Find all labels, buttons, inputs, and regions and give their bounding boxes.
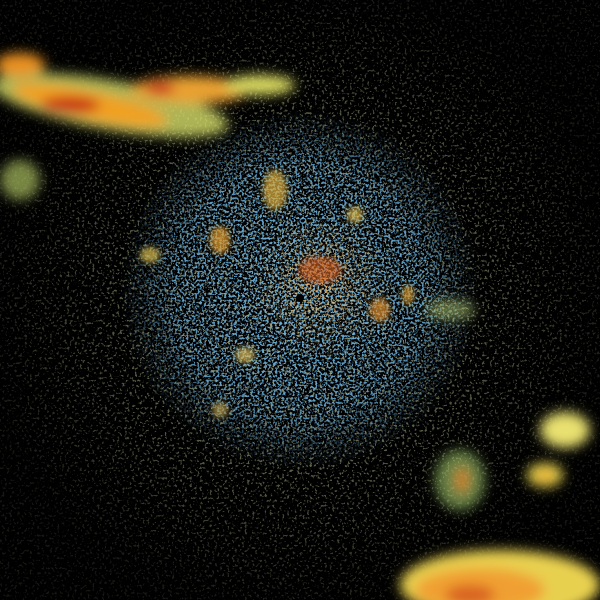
echo xyxy=(298,256,342,284)
echo xyxy=(235,347,255,363)
echo xyxy=(210,226,230,254)
precip-cells-east xyxy=(425,300,590,510)
radar-site xyxy=(296,294,304,302)
echo xyxy=(402,285,414,305)
precip-light xyxy=(540,412,590,448)
echo xyxy=(370,298,390,322)
precip-light xyxy=(0,160,40,200)
echo xyxy=(212,402,228,418)
precip-band-northwest xyxy=(0,53,295,200)
precip-moderate xyxy=(0,53,45,77)
precip-heavy xyxy=(445,585,495,600)
precip-moderate xyxy=(537,471,553,481)
echo xyxy=(140,247,160,263)
precip-heavy xyxy=(40,96,100,114)
precip-heavy xyxy=(145,81,175,95)
precip-light xyxy=(225,75,295,95)
echo xyxy=(347,207,363,223)
local-echoes xyxy=(140,170,414,418)
precip-light xyxy=(425,300,475,320)
echo xyxy=(263,170,287,210)
precip-moderate xyxy=(454,466,470,494)
precip-band-south xyxy=(400,550,600,600)
